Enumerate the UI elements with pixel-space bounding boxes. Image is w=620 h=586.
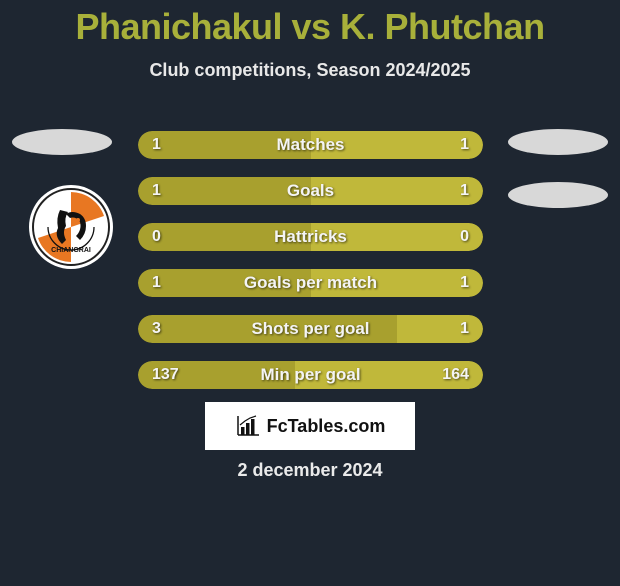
stat-bar-right: [311, 223, 484, 251]
page-subtitle: Club competitions, Season 2024/2025: [0, 60, 620, 81]
stat-row: 11Goals per match: [138, 269, 483, 297]
bar-chart-icon: [235, 413, 261, 439]
club-badge-left: CHIANGRAI: [29, 185, 113, 269]
stat-bar-right: [311, 131, 484, 159]
stat-bar-left: [138, 177, 311, 205]
stat-row: 31Shots per goal: [138, 315, 483, 343]
stat-bar-right: [311, 269, 484, 297]
stat-bar-left: [138, 131, 311, 159]
stat-bar-right: [311, 177, 484, 205]
brand-text: FcTables.com: [267, 416, 386, 437]
chiangrai-icon: CHIANGRAI: [32, 188, 110, 266]
stat-row: 00Hattricks: [138, 223, 483, 251]
player-right-placeholder-bottom: [508, 182, 608, 208]
stat-bar-left: [138, 361, 295, 389]
stat-bar-left: [138, 269, 311, 297]
player-left-placeholder: [12, 129, 112, 155]
snapshot-date: 2 december 2024: [0, 460, 620, 481]
stats-bars: 11Matches 11Goals 00Hattricks 11Goals per m…: [138, 131, 483, 407]
fctables-logo: FcTables.com: [205, 402, 415, 450]
svg-text:CHIANGRAI: CHIANGRAI: [51, 247, 91, 254]
stat-bar-left: [138, 315, 397, 343]
stat-bar-left: [138, 223, 311, 251]
stat-bar-right: [295, 361, 483, 389]
stat-row: 11Matches: [138, 131, 483, 159]
stat-bar-right: [397, 315, 483, 343]
page-title: Phanichakul vs K. Phutchan: [0, 6, 620, 48]
player-right-placeholder-top: [508, 129, 608, 155]
stat-row: 11Goals: [138, 177, 483, 205]
stat-row: 137164Min per goal: [138, 361, 483, 389]
